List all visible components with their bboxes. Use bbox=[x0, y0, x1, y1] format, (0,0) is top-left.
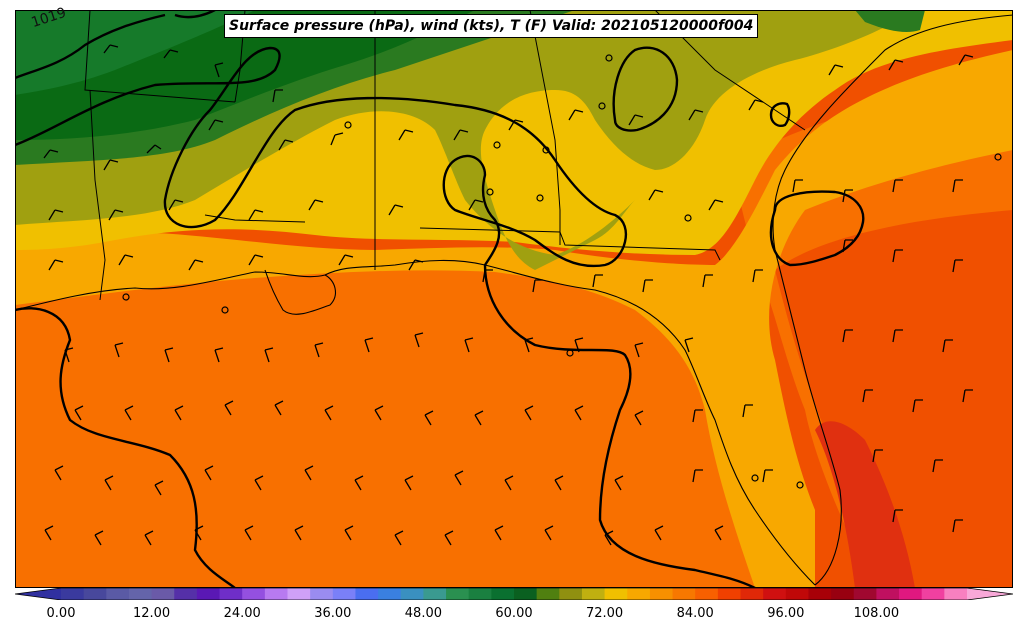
colorbar-segment bbox=[695, 588, 719, 600]
isobars bbox=[15, 10, 865, 588]
colorbar-segment bbox=[242, 588, 266, 600]
temp-field-light-orange bbox=[15, 50, 1013, 588]
colorbar-segment bbox=[876, 588, 900, 600]
colorbar-tick-label: 12.00 bbox=[132, 606, 171, 621]
colorbar-tick-label: 0.00 bbox=[46, 606, 76, 621]
colorbar-segment bbox=[287, 588, 311, 600]
temp-field-olive bbox=[15, 10, 915, 270]
colorbar-segment bbox=[446, 588, 470, 600]
colorbar-segment bbox=[378, 588, 402, 600]
colorbar-segment bbox=[559, 588, 583, 600]
colorbar-segment bbox=[717, 588, 741, 600]
colorbar-segment bbox=[151, 588, 175, 600]
colorbar-segment bbox=[61, 588, 85, 600]
colorbar-segment bbox=[899, 588, 923, 600]
colorbar-segment bbox=[921, 588, 945, 600]
colorbar-tick-label: 72.00 bbox=[585, 606, 624, 621]
temp-field-deep-red bbox=[815, 421, 915, 588]
colorbar-tick-label: 96.00 bbox=[767, 606, 805, 621]
colorbar-segment bbox=[514, 588, 538, 600]
colorbar-segment bbox=[627, 588, 651, 600]
colorbar-segment bbox=[944, 588, 968, 600]
temperature-map bbox=[15, 10, 1013, 588]
colorbar-extend-min bbox=[15, 588, 61, 600]
colorbar-segment bbox=[423, 588, 447, 600]
temp-field-mid-green bbox=[15, 10, 255, 95]
colorbar-segment bbox=[785, 588, 809, 600]
colorbar-tick-label: 24.00 bbox=[223, 606, 261, 621]
colorbar-tick-label: 48.00 bbox=[404, 606, 442, 621]
colorbar-segment bbox=[763, 588, 787, 600]
colorbar-tick-label: 60.00 bbox=[495, 606, 533, 621]
colorbar-segment bbox=[128, 588, 153, 600]
colorbar-extend-max bbox=[967, 588, 1013, 600]
colorbar-segment bbox=[310, 588, 334, 600]
colorbar-segment bbox=[581, 588, 606, 600]
colorbar-segment bbox=[853, 588, 877, 600]
colorbar-tick-label: 108.00 bbox=[853, 606, 900, 621]
colorbar-segment bbox=[264, 588, 288, 600]
colorbar-segment bbox=[196, 588, 221, 600]
colorbar-segment bbox=[831, 588, 855, 600]
map-title: Surface pressure (hPa), wind (kts), T (F… bbox=[224, 14, 759, 38]
colorbar-segment bbox=[604, 588, 628, 600]
colorbar-segment bbox=[468, 588, 492, 600]
temp-field-orange bbox=[15, 258, 775, 588]
wind-barbs bbox=[43, 44, 974, 546]
colorbar-segment bbox=[355, 588, 379, 600]
colorbar-segment bbox=[332, 588, 356, 600]
colorbar-tick-label: 36.00 bbox=[314, 606, 352, 621]
colorbar-segment bbox=[491, 588, 515, 600]
temp-field-yellow bbox=[15, 10, 1013, 255]
colorbar-segment bbox=[219, 588, 243, 600]
colorbar-segment bbox=[740, 588, 764, 600]
colorbar-segment bbox=[174, 588, 198, 600]
colorbar-segment bbox=[649, 588, 674, 600]
colorbar-segment bbox=[808, 588, 832, 600]
colorbar-segment bbox=[672, 588, 696, 600]
colorbar bbox=[15, 588, 1013, 600]
colorbar-segment bbox=[536, 588, 560, 600]
colorbar-segment bbox=[106, 588, 130, 600]
colorbar-segment bbox=[400, 588, 424, 600]
colorbar-tick-label: 84.00 bbox=[676, 606, 714, 621]
calm-wind-circles bbox=[122, 54, 1002, 489]
colorbar-segment bbox=[83, 588, 107, 600]
temp-field-ne-green bbox=[855, 10, 925, 33]
temp-field-red-atlantic bbox=[775, 210, 1013, 588]
